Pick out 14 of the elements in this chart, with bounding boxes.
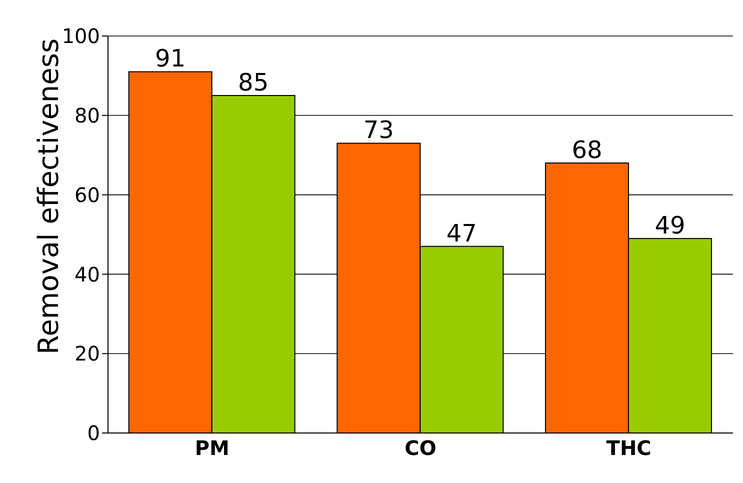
data-label: 68 bbox=[572, 136, 602, 164]
data-label: 85 bbox=[238, 68, 269, 97]
y-tick-label: 0 bbox=[87, 421, 100, 446]
y-tick-label: 60 bbox=[74, 182, 100, 207]
data-label: 49 bbox=[654, 211, 686, 240]
data-label: 47 bbox=[446, 219, 477, 248]
y-tick-label: 20 bbox=[74, 342, 100, 366]
x-tick-label: CO bbox=[404, 436, 436, 460]
data-label: 73 bbox=[363, 116, 394, 144]
x-tick-label: THC bbox=[606, 436, 652, 460]
y-tick-label: 80 bbox=[74, 104, 100, 128]
y-tick-label: 40 bbox=[74, 262, 100, 286]
data-label: 91 bbox=[155, 44, 186, 73]
x-tick-label: PM bbox=[194, 436, 230, 460]
